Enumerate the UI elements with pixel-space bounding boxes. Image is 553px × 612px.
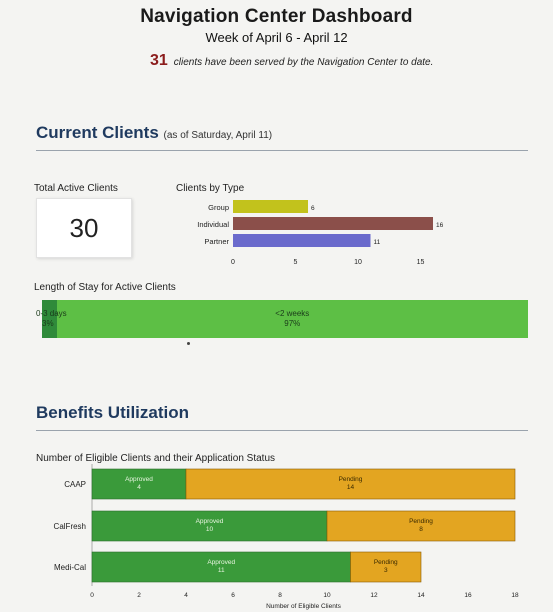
benefits-segment-label: Approved — [207, 559, 235, 566]
benefits-segment-label: Approved — [125, 476, 153, 483]
benefits-x-tick: 14 — [417, 592, 425, 599]
benefits-segment-value: 3 — [384, 567, 388, 574]
benefits-x-tick: 18 — [511, 592, 519, 599]
current-clients-date-note: (as of Saturday, April 11) — [163, 130, 273, 141]
benefits-x-tick: 10 — [323, 592, 331, 599]
length-of-stay-bar: 0-3 days 3% <2 weeks 97% — [36, 300, 528, 338]
total-active-value: 30 — [36, 198, 132, 258]
benefits-segment-label: Pending — [339, 476, 363, 483]
length-of-stay-label: Length of Stay for Active Clients — [34, 282, 176, 293]
type-x-tick: 10 — [354, 259, 362, 266]
benefits-segment-value: 4 — [137, 484, 141, 491]
benefits-status-chart: CAAPApproved4Pending14CalFreshApproved10… — [54, 464, 519, 610]
benefits-bar-segment — [350, 551, 422, 583]
application-status-label: Number of Eligible Clients and their App… — [36, 453, 276, 464]
type-category-label: Individual — [197, 220, 229, 229]
clients-by-type-chart: Group 6 Individual 16 Partner 11 0 5 10 15 — [197, 200, 444, 266]
type-bar-value: 11 — [374, 239, 381, 246]
benefits-segment-value: 10 — [206, 526, 214, 533]
benefits-x-tick: 16 — [464, 592, 472, 599]
section-divider — [36, 150, 528, 151]
benefits-bar-segment — [185, 468, 516, 500]
served-text: clients have been served by the Navigati… — [173, 57, 434, 68]
served-summary: 31 clients have been served by the Naviga… — [150, 52, 433, 70]
benefits-segment-value: 8 — [419, 526, 423, 533]
benefits-x-tick: 0 — [90, 592, 94, 599]
served-count: 31 — [150, 52, 168, 69]
type-bar-value: 16 — [436, 222, 444, 229]
type-bar-value: 6 — [311, 205, 315, 212]
benefits-x-tick: 8 — [278, 592, 282, 599]
benefits-x-tick: 2 — [137, 592, 141, 599]
stay-segment-label: 0-3 days — [36, 309, 67, 318]
benefits-x-tick: 4 — [184, 592, 188, 599]
type-category-label: Partner — [204, 237, 229, 246]
type-category-label: Group — [208, 203, 229, 212]
current-clients-title: Current Clients — [36, 123, 159, 142]
type-x-tick: 15 — [417, 259, 425, 266]
benefits-x-tick: 12 — [370, 592, 378, 599]
benefits-segment-label: Pending — [374, 559, 398, 566]
benefits-x-axis-title: Number of Eligible Clients — [266, 603, 342, 610]
benefits-utilization-title: Benefits Utilization — [36, 403, 190, 422]
benefits-segment-value: 11 — [218, 567, 225, 574]
stay-segment: <2 weeks 97% — [56, 300, 528, 338]
stay-segment-percent: 3% — [42, 319, 54, 328]
stray-mark — [187, 342, 190, 345]
benefits-x-tick: 6 — [231, 592, 235, 599]
type-bar — [233, 200, 308, 213]
benefits-bar-segment — [326, 510, 516, 542]
benefits-category-label: Medi-Cal — [54, 563, 86, 572]
stay-segment: 0-3 days 3% — [36, 300, 67, 338]
total-active-label: Total Active Clients — [34, 183, 118, 194]
benefits-bar-segment — [91, 510, 328, 542]
current-clients-heading: Current Clients (as of Saturday, April 1… — [36, 123, 272, 143]
stay-segment-percent: 97% — [284, 319, 301, 328]
type-bar — [233, 234, 371, 247]
type-x-tick: 5 — [294, 259, 298, 266]
type-x-tick: 0 — [231, 259, 235, 266]
benefits-segment-label: Approved — [196, 518, 224, 525]
section-divider — [36, 430, 528, 431]
clients-by-type-label: Clients by Type — [176, 183, 245, 194]
benefits-category-label: CAAP — [64, 480, 86, 489]
benefits-segment-value: 14 — [347, 484, 355, 491]
stay-segment-label: <2 weeks — [275, 309, 310, 318]
benefits-segment-label: Pending — [409, 518, 433, 525]
week-subtitle: Week of April 6 - April 12 — [205, 30, 348, 45]
benefits-category-label: CalFresh — [54, 522, 86, 531]
type-bar — [233, 217, 433, 230]
dashboard-title: Navigation Center Dashboard — [140, 6, 413, 27]
